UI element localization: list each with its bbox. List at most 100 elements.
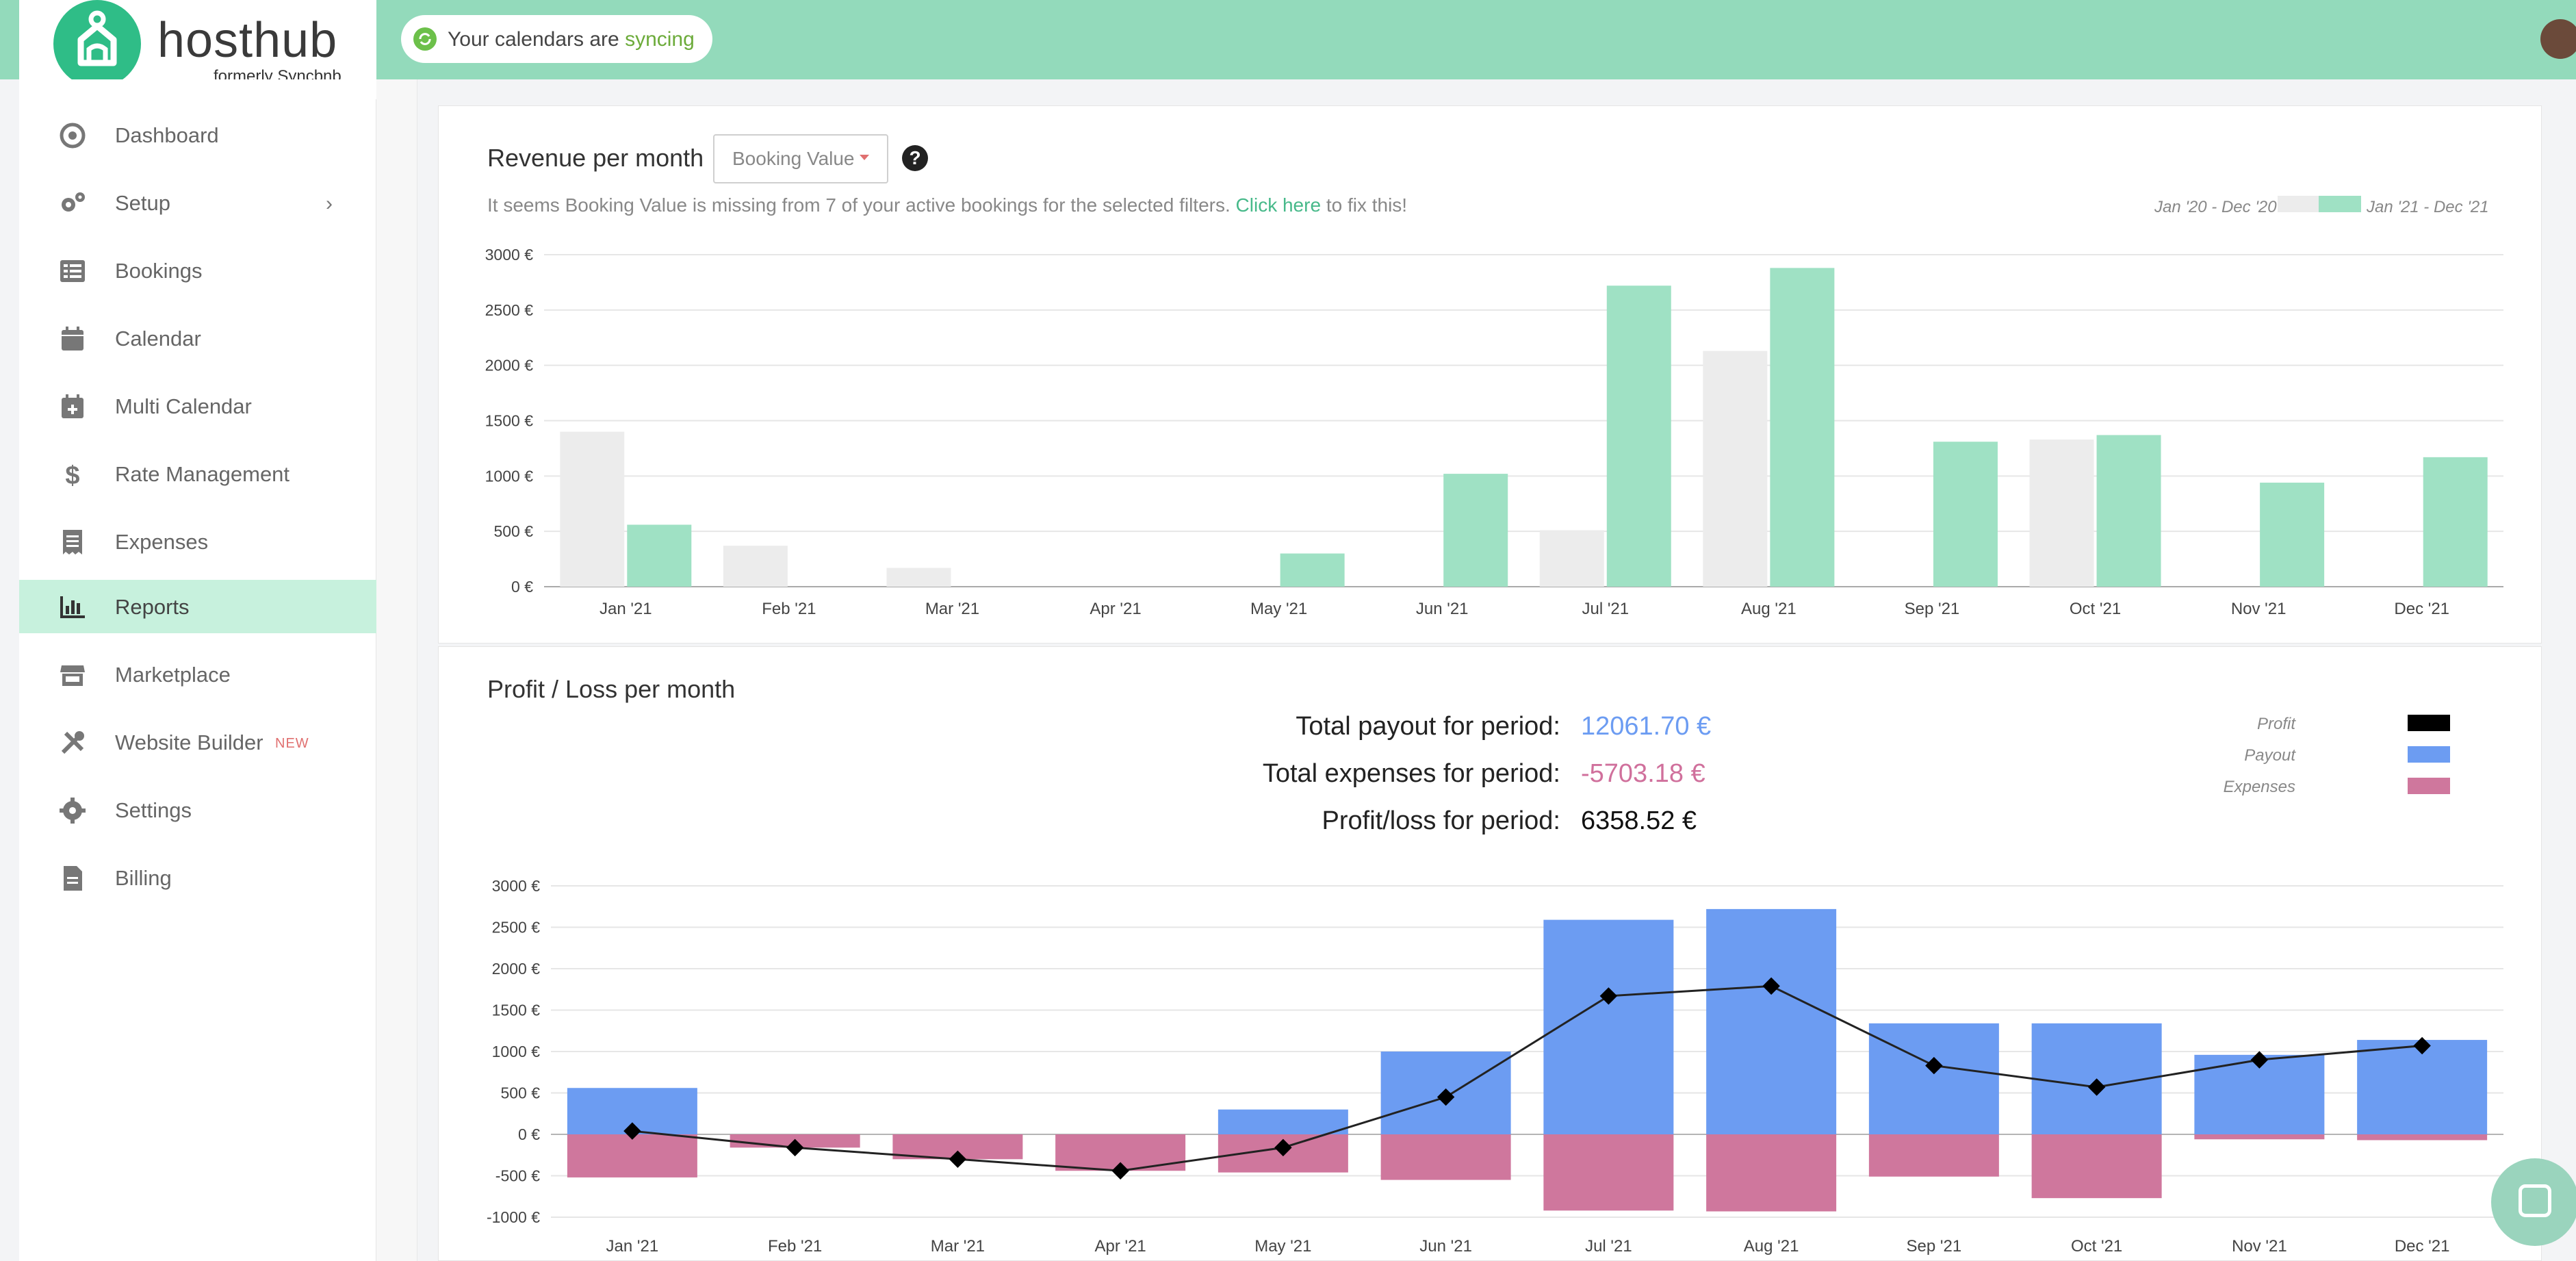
x-tick-label: Aug '21 [1741, 600, 1796, 618]
sidebar-item-label: Expenses [115, 530, 209, 554]
dollar-icon: $ [65, 461, 79, 488]
x-tick-label: Jun '21 [1416, 600, 1469, 618]
y-tick-label: 0 € [518, 1125, 540, 1143]
sidebar-item-reports[interactable]: Reports [19, 580, 376, 633]
x-tick-label: May '21 [1254, 1237, 1311, 1256]
sidebar-item-multi-calendar[interactable]: Multi Calendar [19, 379, 376, 433]
sync-status-pill[interactable]: Your calendars are syncing [401, 15, 712, 63]
user-avatar[interactable] [2540, 19, 2576, 59]
x-tick-label: Mar '21 [931, 1237, 985, 1256]
y-tick-label: 2500 € [492, 919, 541, 937]
expenses-bar [1543, 1134, 1674, 1211]
profit-point [623, 1122, 641, 1140]
profit-loss-label: Profit/loss for period: [1322, 806, 1560, 835]
help-icon[interactable]: ? [902, 145, 928, 171]
content-gutter [376, 79, 417, 1261]
x-tick-label: Jun '21 [1419, 1237, 1472, 1256]
profit-loss-value: 6358.52 € [1581, 806, 1697, 835]
sidebar-top [19, 79, 376, 99]
revenue-title: Revenue per month [487, 144, 704, 172]
total-payout-value: 12061.70 € [1581, 712, 1712, 741]
x-tick-label: Feb '21 [768, 1237, 822, 1256]
logo-text: hosthub [157, 13, 338, 68]
y-tick-label: 1500 € [492, 1002, 541, 1019]
y-tick-label: 1000 € [492, 1043, 541, 1060]
gears-icon [62, 192, 85, 212]
expenses-bar [567, 1134, 697, 1177]
sidebar-item-marketplace[interactable]: Marketplace [19, 648, 376, 701]
x-tick-label: Oct '21 [2070, 600, 2121, 618]
logo[interactable]: hosthub formerly Syncbnb [19, 0, 376, 99]
expenses-bar [1706, 1134, 1837, 1212]
legend-profit-swatch [2408, 715, 2450, 731]
x-tick-label: Jan '21 [606, 1237, 659, 1256]
payout-bar [1706, 908, 1837, 1134]
curr-year-bar [1933, 442, 1998, 587]
sidebar-item-calendar[interactable]: Calendar [19, 311, 376, 365]
fix-bookings-link[interactable]: Click here [1235, 194, 1322, 216]
x-tick-label: Mar '21 [925, 600, 979, 618]
y-tick-label: 3000 € [492, 877, 541, 895]
prev-year-bar [886, 568, 951, 587]
expenses-bar [2194, 1134, 2325, 1140]
sidebar: Dashboard Setup › Bookings Calendar Mult… [19, 99, 376, 1261]
dashboard-icon [60, 123, 86, 149]
calendar-plus-icon [62, 394, 83, 418]
tools-icon [61, 731, 84, 754]
home-logo-icon [53, 0, 141, 88]
x-tick-label: Jan '21 [600, 600, 652, 618]
sidebar-item-bookings[interactable]: Bookings [19, 244, 376, 297]
payout-bar [1543, 919, 1674, 1134]
sidebar-item-label: Dashboard [115, 123, 219, 147]
sidebar-item-settings[interactable]: Settings [19, 783, 376, 837]
sidebar-item-label: Marketplace [115, 663, 231, 687]
y-tick-label: 3000 € [485, 246, 534, 264]
legend-profit-label: Profit [2256, 715, 2295, 733]
warning-text: It seems Booking Value is missing from 7… [487, 194, 1231, 216]
x-tick-label: Jul '21 [1582, 600, 1629, 618]
curr-year-bar [2423, 457, 2488, 587]
total-expenses-label: Total expenses for period: [1262, 759, 1560, 788]
metric-dropdown[interactable]: Booking Value [713, 134, 888, 183]
x-tick-label: Nov '21 [2232, 1237, 2287, 1256]
curr-year-bar [1443, 474, 1508, 587]
revenue-chart: 0 € 500 € 1000 € 1500 € 2000 € 2500 € 3000 € Ja… [485, 246, 2503, 618]
chat-launcher[interactable] [2491, 1158, 2576, 1246]
chat-icon [2519, 1184, 2551, 1217]
y-tick-label: 0 € [511, 578, 533, 596]
legend-expenses-label: Expenses [2223, 778, 2295, 796]
x-tick-label: Jul '21 [1585, 1237, 1632, 1256]
sidebar-item-label: Setup [115, 191, 171, 215]
y-tick-label: -500 € [495, 1167, 540, 1185]
y-tick-label: 2000 € [485, 357, 534, 374]
sidebar-item-billing[interactable]: Billing [19, 851, 376, 904]
bar-chart-icon [60, 596, 85, 618]
warning-suffix: to fix this! [1326, 194, 1408, 216]
x-tick-label: May '21 [1250, 600, 1307, 618]
sidebar-item-expenses[interactable]: Expenses [19, 515, 376, 568]
sidebar-item-setup[interactable]: Setup › [19, 176, 376, 229]
new-badge: NEW [275, 736, 309, 751]
calendar-icon [62, 327, 83, 351]
legend-expenses-swatch [2408, 778, 2450, 794]
sidebar-item-website-builder[interactable]: Website Builder NEW [19, 715, 376, 769]
prev-year-bar [1539, 530, 1604, 587]
sidebar-item-label: Reports [115, 595, 190, 619]
y-tick-label: 2000 € [492, 960, 541, 978]
legend-prev-year: Jan '20 - Dec '20 [2154, 198, 2277, 216]
payout-bar [1868, 1023, 1999, 1134]
curr-year-bar [2260, 483, 2325, 587]
chevron-right-icon: › [326, 192, 333, 215]
prev-year-bar [1703, 351, 1768, 587]
legend-curr-year: Jan '21 - Dec '21 [2367, 198, 2489, 216]
profit-title: Profit / Loss per month [487, 675, 736, 703]
sidebar-item-dashboard[interactable]: Dashboard [19, 108, 376, 162]
prev-year-bar [723, 546, 788, 587]
store-icon [60, 665, 85, 686]
x-tick-label: Sep '21 [1907, 1237, 1962, 1256]
metric-dropdown-value: Booking Value [732, 148, 855, 169]
prev-year-bar [560, 431, 625, 587]
y-tick-label: 500 € [500, 1084, 540, 1102]
expenses-bar [1868, 1134, 1999, 1177]
sidebar-item-rate-management[interactable]: $ Rate Management [19, 447, 376, 500]
